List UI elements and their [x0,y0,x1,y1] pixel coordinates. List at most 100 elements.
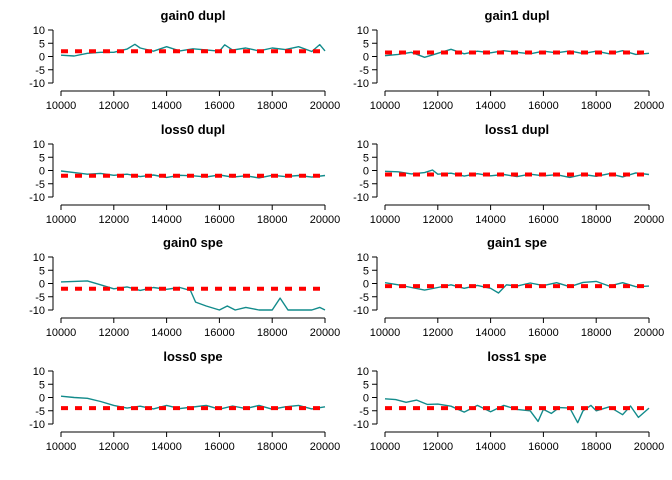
x-tick-label: 14000 [475,100,506,112]
x-tick-label: 12000 [99,100,130,112]
x-tick-label: 12000 [99,441,130,453]
x-tick-label: 20000 [634,100,665,112]
x-tick-label: 10000 [46,441,77,453]
x-tick-label: 10000 [46,327,77,339]
y-tick-label: 5 [39,265,45,277]
panel-title: loss1 dupl [485,122,549,137]
y-tick-label: 5 [363,265,369,277]
x-tick-label: 18000 [581,100,612,112]
x-tick-label: 14000 [151,441,182,453]
y-tick-label: 5 [363,152,369,164]
x-tick-label: 10000 [46,214,77,226]
x-tick-label: 16000 [204,441,235,453]
y-tick-label: 10 [357,139,369,151]
y-tick-label: 0 [39,52,45,64]
x-tick-label: 10000 [370,441,401,453]
y-tick-label: 0 [39,279,45,291]
y-tick-label: -5 [35,179,45,191]
y-tick-label: -10 [29,78,45,90]
x-tick-label: 12000 [99,327,130,339]
y-tick-label: -5 [359,65,369,77]
y-tick-label: -5 [35,65,45,77]
x-tick-label: 20000 [310,100,341,112]
x-tick-label: 16000 [528,214,559,226]
x-tick-label: 16000 [204,100,235,112]
x-tick-label: 16000 [204,214,235,226]
y-tick-label: -10 [29,192,45,204]
y-tick-label: -5 [35,406,45,418]
y-tick-label: 10 [33,139,45,151]
x-tick-label: 14000 [151,100,182,112]
x-tick-label: 18000 [257,214,288,226]
x-tick-label: 18000 [581,327,612,339]
y-tick-label: -10 [353,419,369,431]
y-tick-label: 10 [357,25,369,37]
y-tick-label: -10 [353,305,369,317]
y-tick-label: 0 [363,279,369,291]
y-tick-label: -5 [35,292,45,304]
x-tick-label: 12000 [423,214,454,226]
y-tick-label: 0 [39,393,45,405]
y-tick-label: 0 [363,166,369,178]
x-tick-label: 12000 [99,214,130,226]
x-tick-label: 20000 [310,327,341,339]
x-tick-label: 10000 [370,327,401,339]
x-tick-label: 18000 [257,327,288,339]
x-tick-label: 20000 [634,327,665,339]
panel-title: gain1 spe [487,235,547,250]
y-tick-label: 0 [39,166,45,178]
x-tick-label: 20000 [310,214,341,226]
panel-title: gain1 dupl [485,8,550,23]
x-tick-label: 20000 [310,441,341,453]
panel-title: loss1 spe [487,349,546,364]
x-tick-label: 12000 [423,327,454,339]
y-tick-label: 5 [363,379,369,391]
panel-title: gain0 dupl [161,8,226,23]
x-tick-label: 16000 [204,327,235,339]
series-trace [60,280,326,311]
x-tick-label: 14000 [151,214,182,226]
x-tick-label: 12000 [423,100,454,112]
x-tick-label: 10000 [370,214,401,226]
y-tick-label: 5 [39,38,45,50]
y-tick-label: 0 [363,393,369,405]
y-tick-label: 10 [357,366,369,378]
y-tick-label: 10 [33,252,45,264]
y-tick-label: -10 [29,419,45,431]
x-tick-label: 20000 [634,214,665,226]
y-tick-label: 10 [33,25,45,37]
x-tick-label: 16000 [528,327,559,339]
series-trace [60,43,326,57]
x-tick-label: 14000 [475,441,506,453]
x-tick-label: 18000 [257,441,288,453]
x-tick-label: 18000 [581,441,612,453]
x-tick-label: 14000 [475,327,506,339]
x-tick-label: 16000 [528,100,559,112]
y-tick-label: -10 [29,305,45,317]
panel-title: loss0 dupl [161,122,225,137]
y-tick-label: 10 [357,252,369,264]
x-tick-label: 16000 [528,441,559,453]
x-tick-label: 12000 [423,441,454,453]
x-tick-label: 18000 [581,214,612,226]
x-tick-label: 14000 [151,327,182,339]
y-tick-label: 5 [39,152,45,164]
y-tick-label: -5 [359,406,369,418]
x-tick-label: 10000 [46,100,77,112]
series-trace [384,398,650,424]
y-tick-label: -5 [359,292,369,304]
x-tick-label: 14000 [475,214,506,226]
x-tick-label: 10000 [370,100,401,112]
y-tick-label: -10 [353,78,369,90]
panel-title: gain0 spe [163,235,223,250]
panel-title: loss0 spe [163,349,222,364]
